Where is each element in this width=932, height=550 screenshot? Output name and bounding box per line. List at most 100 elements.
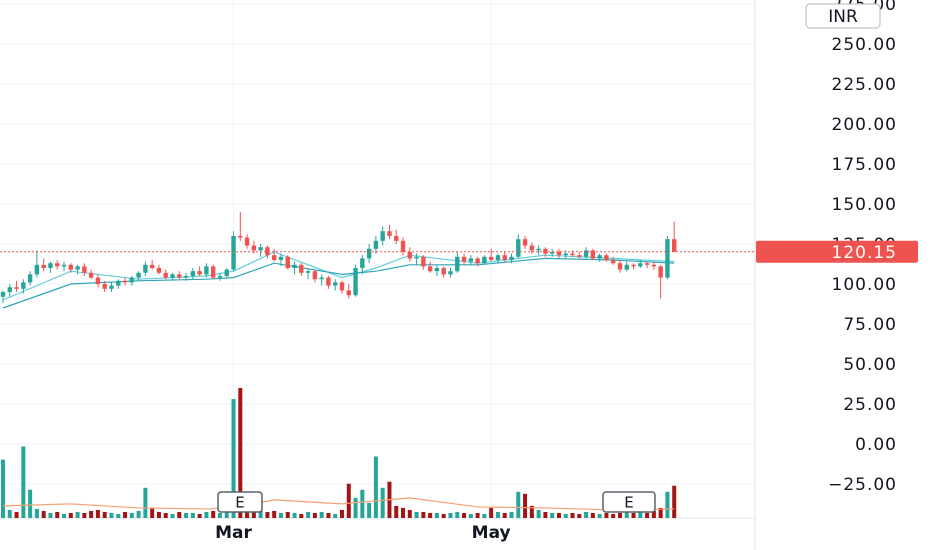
volume-bar [611, 513, 616, 518]
volume-bar [373, 456, 378, 518]
candle-body [427, 266, 433, 272]
volume-bar [21, 446, 26, 518]
volume-bar [631, 512, 636, 518]
y-tick-label: 0.00 [855, 435, 897, 455]
y-tick-label: 250.00 [832, 35, 897, 55]
candle-body [488, 256, 494, 260]
candle-body [190, 271, 196, 276]
volume-bar [428, 512, 433, 518]
volume-bar [102, 511, 107, 518]
volume-bar [184, 512, 189, 518]
volume-bar [658, 507, 663, 518]
volume-bar [509, 511, 514, 518]
candle-body [468, 258, 474, 262]
volume-bar [265, 511, 270, 518]
volume-bar [14, 511, 19, 518]
candle-body [61, 264, 67, 267]
volume-bar [326, 512, 331, 518]
candle-body [373, 240, 379, 249]
volume-bar [150, 507, 155, 518]
candle-body [387, 231, 392, 236]
volume-bar [502, 512, 507, 518]
candle-body [563, 253, 568, 256]
volume-bar [563, 513, 568, 518]
candle-body [543, 248, 548, 254]
candle-body [156, 268, 162, 273]
candle-body [617, 263, 623, 270]
candle-body [258, 247, 263, 251]
volume-bar [482, 513, 487, 518]
candle-body [27, 274, 33, 283]
candle-body [651, 264, 657, 267]
volume-bar [156, 511, 161, 518]
candle-body [41, 264, 46, 268]
candle-body [0, 292, 6, 297]
candle-body [136, 272, 141, 278]
candle-body [170, 274, 175, 278]
volume-bar [394, 505, 399, 518]
volume-bar [231, 399, 236, 518]
y-tick-label: 150.00 [832, 195, 897, 215]
volume-bar [590, 512, 595, 518]
candle-body [455, 256, 460, 272]
candle-body [631, 264, 636, 267]
candle-body [109, 285, 114, 289]
candle-body [7, 287, 12, 292]
candle-body [577, 255, 582, 257]
candle-body [441, 268, 446, 275]
volume-bar [306, 511, 311, 518]
candle-body [163, 272, 168, 278]
candle-body [502, 255, 507, 260]
volume-bar [41, 510, 46, 518]
candle-body [217, 276, 223, 278]
y-tick-label: 225.00 [832, 75, 897, 95]
volume-bar [407, 509, 412, 518]
volume-bar [475, 512, 480, 518]
volume-bar [34, 508, 39, 518]
candle-body [421, 256, 426, 267]
candle-body [197, 271, 202, 275]
volume-bar [651, 510, 656, 518]
volume-bar [441, 513, 446, 518]
volume-bar [672, 485, 677, 518]
candle-body [129, 277, 135, 283]
candle-body [624, 264, 629, 270]
candle-body [516, 239, 521, 257]
candle-body [231, 236, 236, 270]
y-tick-label: 175.00 [832, 155, 897, 175]
candle-body [14, 287, 19, 289]
candle-body [333, 282, 338, 286]
candle-body [638, 263, 643, 267]
volume-bar [163, 512, 168, 518]
volume-bar [292, 512, 297, 518]
candle-body [183, 276, 189, 278]
candle-body [414, 256, 419, 259]
volume-bar [434, 512, 439, 518]
candle-body [244, 237, 250, 246]
volume-bar [543, 511, 548, 518]
volume-bar [346, 483, 351, 518]
candle-body [75, 266, 80, 270]
candle-body [95, 277, 101, 284]
volume-bar [272, 510, 277, 518]
candle-body [536, 248, 541, 251]
volume-bar [319, 511, 324, 518]
volume-bar [645, 512, 650, 518]
volume-bar [577, 513, 582, 518]
candle-body [597, 255, 602, 259]
candle-body [570, 253, 575, 256]
candle-body [285, 256, 290, 268]
volume-bar [89, 510, 94, 518]
volume-bar [238, 388, 243, 518]
candle-body [583, 250, 589, 257]
volume-bar [353, 497, 358, 518]
y-tick-label: 100.00 [832, 275, 897, 295]
volume-bar [170, 513, 175, 518]
volume-bar [48, 512, 53, 518]
event-badge [217, 491, 263, 513]
candle-body [529, 245, 535, 251]
volume-bar [204, 511, 209, 518]
volume-bar [62, 513, 67, 518]
volume-bar [536, 509, 541, 518]
volume-bar [211, 510, 216, 518]
